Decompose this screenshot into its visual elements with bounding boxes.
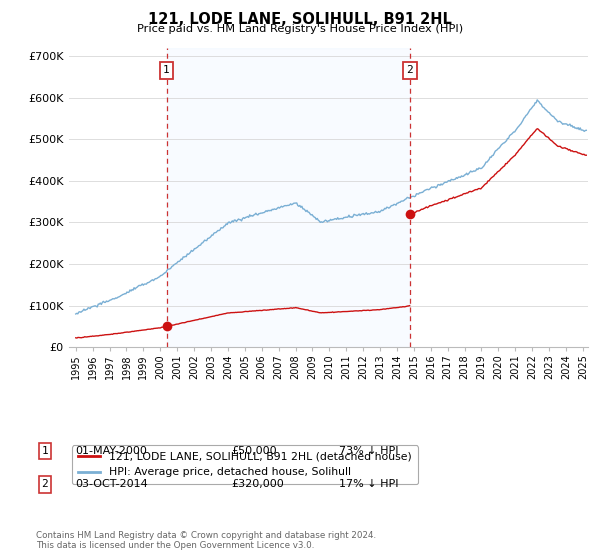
Text: £320,000: £320,000 <box>231 479 284 489</box>
Legend: 121, LODE LANE, SOLIHULL, B91 2HL (detached house), HPI: Average price, detached: 121, LODE LANE, SOLIHULL, B91 2HL (detac… <box>72 446 418 484</box>
Text: 17% ↓ HPI: 17% ↓ HPI <box>339 479 398 489</box>
Text: Contains HM Land Registry data © Crown copyright and database right 2024.
This d: Contains HM Land Registry data © Crown c… <box>36 530 376 550</box>
Bar <box>167 48 410 347</box>
Text: 73% ↓ HPI: 73% ↓ HPI <box>339 446 398 456</box>
Text: £50,000: £50,000 <box>231 446 277 456</box>
Text: 1: 1 <box>163 65 170 75</box>
Text: 121, LODE LANE, SOLIHULL, B91 2HL: 121, LODE LANE, SOLIHULL, B91 2HL <box>148 12 452 27</box>
Text: 03-OCT-2014: 03-OCT-2014 <box>75 479 148 489</box>
Text: 1: 1 <box>41 446 49 456</box>
Text: 2: 2 <box>406 65 413 75</box>
Text: Price paid vs. HM Land Registry's House Price Index (HPI): Price paid vs. HM Land Registry's House … <box>137 24 463 34</box>
Text: 01-MAY-2000: 01-MAY-2000 <box>75 446 147 456</box>
Text: 2: 2 <box>41 479 49 489</box>
